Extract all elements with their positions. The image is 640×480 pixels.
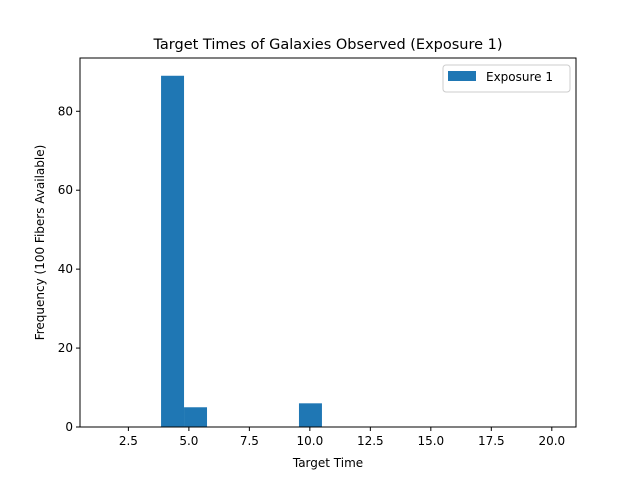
x-tick-label: 5.0 [179,434,198,448]
x-axis-label: Target Time [292,456,363,470]
histogram-bar [298,403,322,427]
y-tick-label: 40 [58,262,73,276]
x-tick-label: 15.0 [417,434,444,448]
y-tick-label: 0 [65,420,73,434]
y-tick-label: 20 [58,341,73,355]
y-axis-label: Frequency (100 Fibers Available) [33,145,47,341]
histogram-bar [184,407,208,427]
histogram-bar [161,75,185,427]
plot-frame [79,57,577,428]
legend: Exposure 1 [442,64,571,93]
x-tick-label: 2.5 [119,434,138,448]
x-tick-label: 7.5 [240,434,259,448]
x-axis-ticks: 2.5 5.0 7.5 10.0 12.5 15.0 17.5 20.0 [119,427,565,448]
bars-group [161,75,322,427]
y-tick-label: 80 [58,104,73,118]
chart-title: Target Times of Galaxies Observed (Expos… [152,37,502,53]
x-tick-label: 12.5 [357,434,384,448]
x-tick-label: 10.0 [296,434,323,448]
legend-label: Exposure 1 [486,70,553,84]
legend-swatch [448,71,476,81]
y-tick-label: 60 [58,183,73,197]
x-tick-label: 20.0 [538,434,565,448]
y-axis-ticks: 0 20 40 60 80 [58,104,80,434]
x-tick-label: 17.5 [478,434,505,448]
